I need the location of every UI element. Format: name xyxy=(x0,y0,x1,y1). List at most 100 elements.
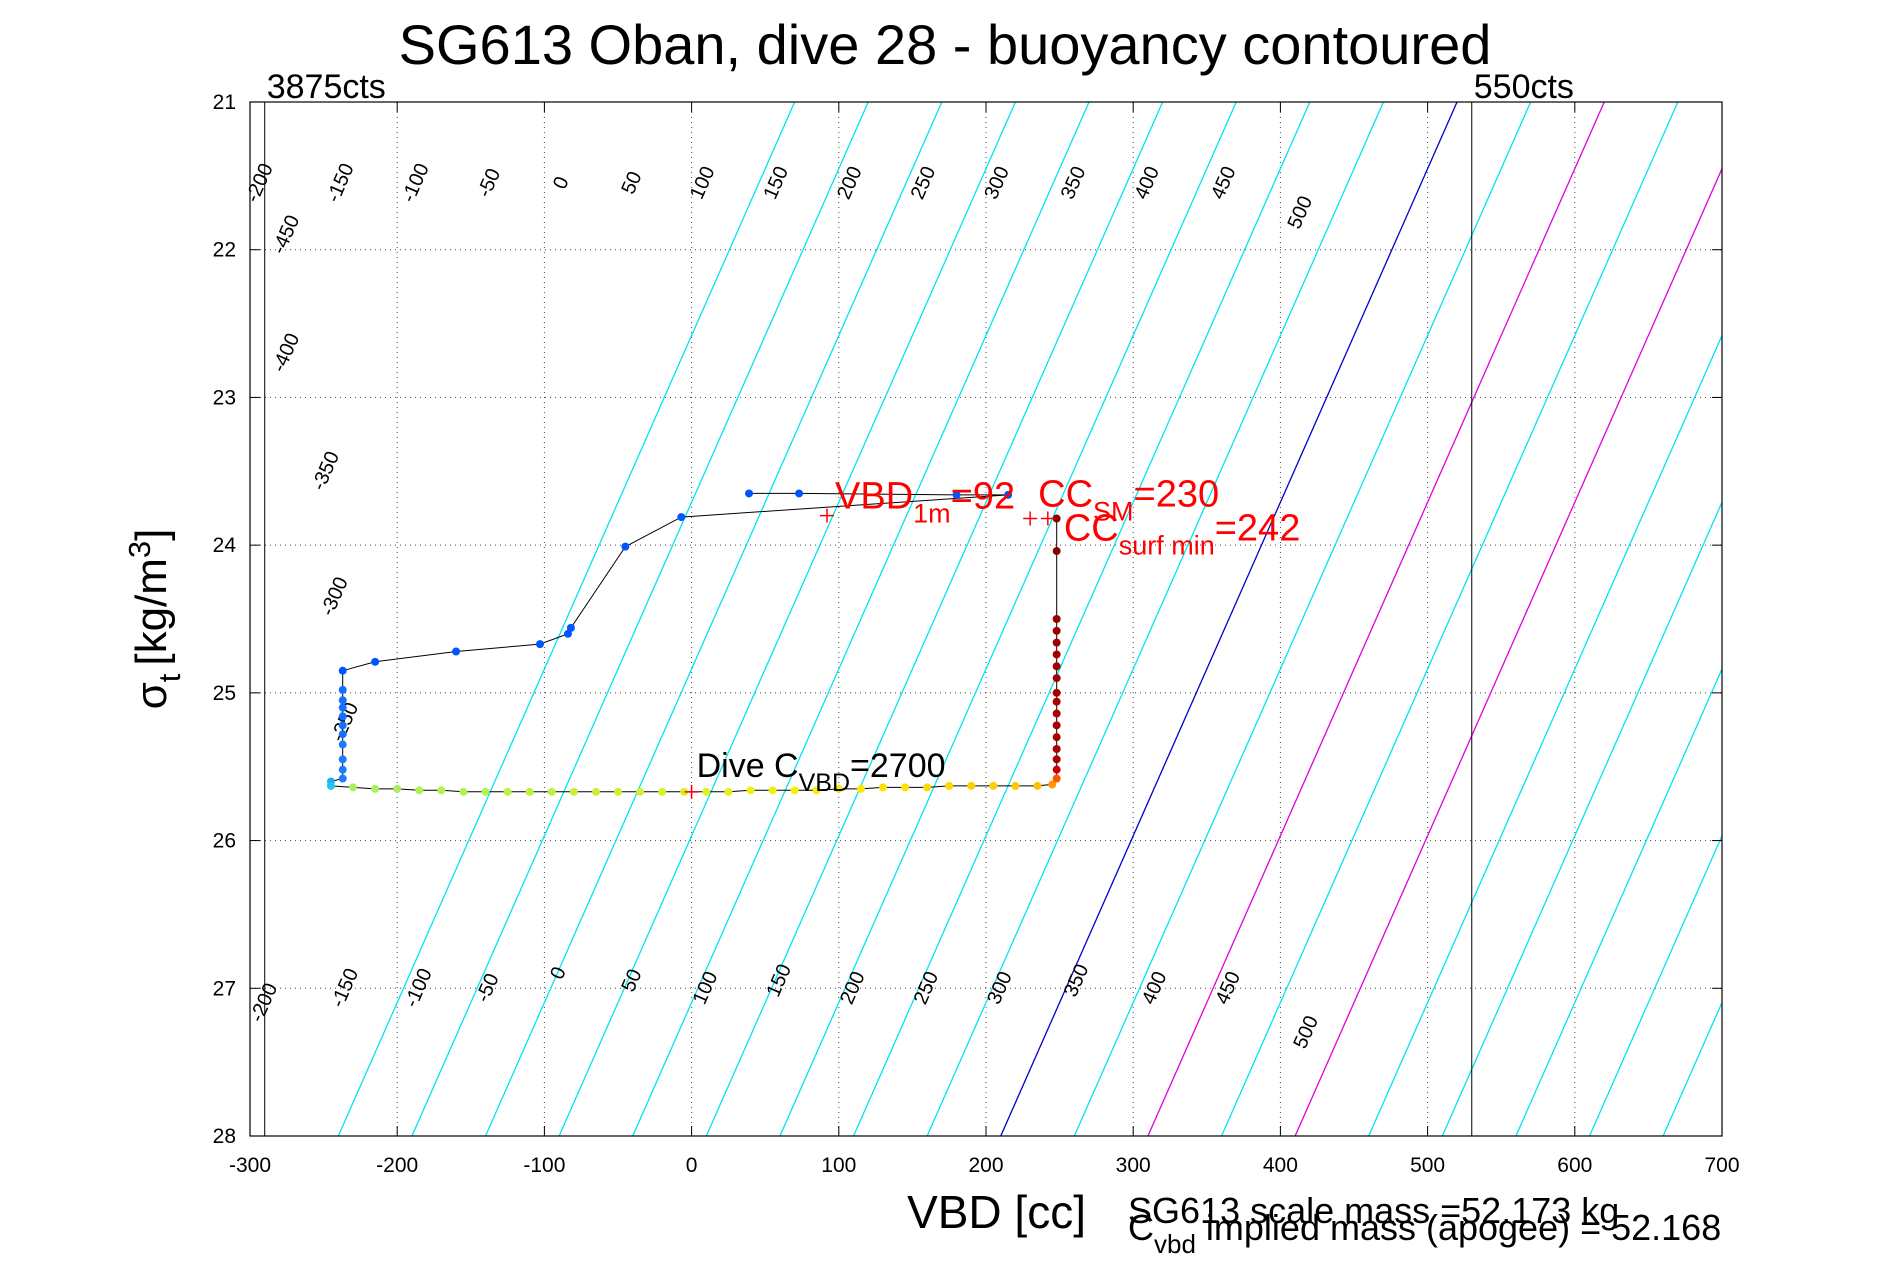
trace-point xyxy=(1004,490,1013,499)
trace-point xyxy=(338,740,347,749)
trace-point xyxy=(680,787,689,796)
trace-point xyxy=(1011,781,1020,790)
buoyancy-contours xyxy=(337,102,1722,1136)
trace-point xyxy=(437,786,446,795)
trace-point xyxy=(371,657,380,666)
trace-point xyxy=(856,784,865,793)
dive-cvbd-annotation: Dive CVBD=2700 xyxy=(697,747,946,797)
plot-background xyxy=(250,102,1722,1136)
y-tick-label: 28 xyxy=(213,1125,236,1148)
trace-point xyxy=(338,696,347,705)
trace-point xyxy=(349,783,358,792)
scale-mass-note: SG613 scale mass =52.173 kg xyxy=(1128,1190,1619,1231)
contour-line xyxy=(1368,333,1722,1136)
trace-point xyxy=(901,783,910,792)
trace-point xyxy=(812,786,821,795)
cc-surf-value: =242 xyxy=(1215,508,1301,550)
trace-point xyxy=(724,787,733,796)
contour-line xyxy=(558,102,1017,1136)
y-tick-label: 21 xyxy=(213,91,236,114)
trace-point xyxy=(1052,547,1061,556)
trace-point xyxy=(1052,744,1061,753)
x-tick-label: -200 xyxy=(376,1154,418,1177)
trace-point xyxy=(834,784,843,793)
contour-line xyxy=(1220,102,1679,1136)
implied-mass-note: Cvbd implied mass (apogee) = 52.168 xyxy=(1128,1207,1721,1259)
cc-sm-sub: SM xyxy=(1093,497,1134,527)
trace-point xyxy=(1052,697,1061,706)
x-tick-label: 400 xyxy=(1263,1154,1298,1177)
trace-point xyxy=(338,774,347,783)
x-tick-label: -300 xyxy=(229,1154,271,1177)
x-axis-label: VBD [cc] xyxy=(907,1186,1086,1238)
vbd-1m-annotation: VBD1m=92 xyxy=(835,476,1015,529)
trace-point xyxy=(677,513,686,522)
contour-line xyxy=(632,102,1090,1136)
y-axis-label: σt [kg/m3] xyxy=(122,529,187,710)
cc-surf-sub: surf min xyxy=(1119,531,1215,561)
cc-sm-annotation: CCSM=230 xyxy=(1038,474,1219,527)
trace-point xyxy=(393,784,402,793)
contour-line xyxy=(852,102,1311,1136)
y-label-sup: 3 xyxy=(122,541,157,558)
contour-line xyxy=(411,102,869,1136)
trace-point xyxy=(338,703,347,712)
cc-surf-min-annotation: CCsurf min=242 xyxy=(1064,508,1301,561)
trace-point xyxy=(1052,765,1061,774)
trace-point xyxy=(967,781,976,790)
cc-surf-marker xyxy=(1040,511,1055,526)
y-axis-label-text: σt [kg/m3] xyxy=(122,529,187,710)
axis-ticks: -300 -200 -100 0 100 200 300 400 500 600 700 21 22 23… xyxy=(213,91,1740,1177)
trace-point xyxy=(989,781,998,790)
trace-point xyxy=(795,489,804,498)
trace-point xyxy=(569,787,578,796)
trace-point xyxy=(371,784,380,793)
contour-line xyxy=(1294,167,1722,1136)
trace-point xyxy=(878,783,887,792)
trace-point xyxy=(338,721,347,730)
trace-point xyxy=(1033,781,1042,790)
y-label-sigma: σ xyxy=(127,682,176,709)
trace-point xyxy=(481,787,490,796)
x-tick-label: 200 xyxy=(968,1154,1003,1177)
cvbd-rest: implied mass (apogee) = 52.168 xyxy=(1196,1207,1721,1248)
trace-point xyxy=(1052,615,1061,623)
x-tick-label: 100 xyxy=(821,1154,856,1177)
trace-point xyxy=(591,787,600,796)
vbd-1m-sub: 1m xyxy=(913,499,951,529)
trace-point xyxy=(338,730,347,739)
trace-point xyxy=(503,787,512,796)
contour-line xyxy=(705,102,1164,1136)
trace-point xyxy=(338,666,347,675)
dive-cvbd-main: Dive C xyxy=(697,747,799,785)
trace-point xyxy=(452,647,461,656)
vbd-limit-lines xyxy=(264,102,1473,1136)
trace-point xyxy=(746,786,755,795)
vbd-min-label: 3875cts xyxy=(267,68,386,106)
y-label-sub: t xyxy=(152,673,187,682)
trace-point xyxy=(338,712,347,721)
cc-sm-marker xyxy=(1023,511,1038,526)
x-tick-label: 500 xyxy=(1410,1154,1445,1177)
trace-point xyxy=(945,781,954,790)
y-tick-label: 24 xyxy=(213,534,237,557)
trace-point xyxy=(790,786,799,795)
trace-point xyxy=(1052,674,1061,683)
vbd-1m-value: =92 xyxy=(951,476,1015,518)
y-label-unit: [kg/m xyxy=(127,558,176,666)
reference-markers xyxy=(684,508,1055,799)
dive-trace-points xyxy=(326,489,1061,796)
trace-point xyxy=(326,781,335,790)
dive-cvbd-marker xyxy=(684,784,699,799)
contour-line xyxy=(1073,102,1532,1136)
trace-point xyxy=(952,490,961,499)
cc-surf-main: CC xyxy=(1064,508,1119,550)
trace-point xyxy=(745,489,754,498)
trace-point xyxy=(636,787,645,796)
y-tick-label: 23 xyxy=(213,386,236,409)
trace-point xyxy=(702,787,711,796)
y-label-close: ] xyxy=(127,529,176,541)
trace-point xyxy=(547,787,556,796)
contour-line xyxy=(1588,834,1722,1136)
trace-point xyxy=(923,783,932,792)
